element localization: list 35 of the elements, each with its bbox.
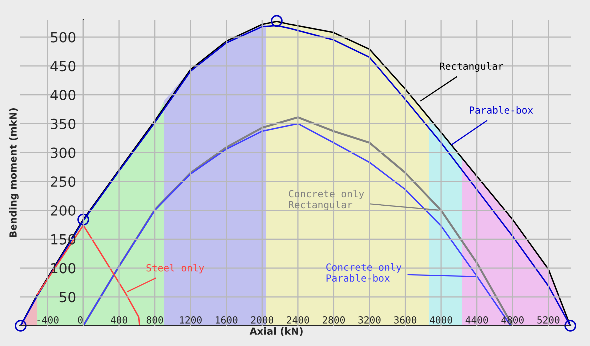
annotation: Concrete only Parable-box xyxy=(326,263,402,282)
x-tick-label: 2800 xyxy=(322,316,346,324)
x-tick-label: 400 xyxy=(110,316,128,324)
point xyxy=(78,214,90,226)
x-tick-label: 800 xyxy=(146,316,164,324)
x-tick-label: 3600 xyxy=(394,316,417,324)
x-axis-title: Axial (kN) xyxy=(250,328,303,336)
annotation: Rectangular xyxy=(440,62,504,72)
x-tick-label: 1200 xyxy=(180,316,202,324)
y-tick-label: 50 xyxy=(60,292,76,303)
y-tick-label: 100 xyxy=(52,263,76,274)
x-tick-label: 2000 xyxy=(251,316,274,324)
x-tick-label: 2400 xyxy=(287,316,310,324)
annotation: Concrete only Rectangular xyxy=(289,190,364,211)
x-tick-label: 4000 xyxy=(430,316,452,324)
x-tick-label: 1600 xyxy=(216,316,238,324)
y-tick-label: 150 xyxy=(52,234,76,245)
y-tick-label: 500 xyxy=(51,32,76,43)
annotation: Parable-box xyxy=(470,106,534,114)
x-tick-label: 5200 xyxy=(538,316,560,324)
y-tick-label: 400 xyxy=(50,90,76,101)
y-tick-label: 300 xyxy=(51,148,76,158)
y-tick-label: 350 xyxy=(51,118,76,130)
point xyxy=(271,15,283,28)
y-tick-label: 200 xyxy=(51,205,76,216)
point xyxy=(564,320,576,332)
x-tick-label: 3200 xyxy=(358,316,381,324)
y-axis-title: Bending moment (mkN) xyxy=(9,108,19,238)
annotation: Steel only xyxy=(146,264,204,274)
y-tick-label: 250 xyxy=(51,176,76,188)
x-tick-label: 4400 xyxy=(466,316,488,324)
point xyxy=(14,320,27,332)
x-tick-label: 0 xyxy=(78,316,83,324)
y-tick-label: 450 xyxy=(50,61,76,72)
x-tick-label: -400 xyxy=(38,316,59,324)
